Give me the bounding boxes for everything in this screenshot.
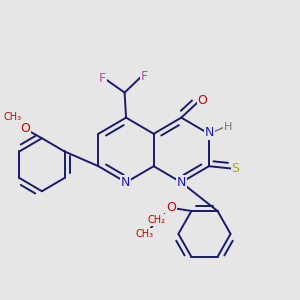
Text: O: O: [197, 94, 207, 107]
Text: CH₂: CH₂: [148, 215, 166, 225]
Text: CH₃: CH₃: [4, 112, 22, 122]
Text: S: S: [232, 162, 240, 175]
Text: O: O: [167, 201, 176, 214]
Text: O: O: [20, 122, 30, 135]
Text: N: N: [177, 176, 186, 189]
Text: N: N: [205, 126, 214, 140]
Text: H: H: [224, 122, 232, 132]
Text: F: F: [141, 70, 148, 83]
Text: F: F: [98, 72, 106, 85]
Text: CH₃: CH₃: [136, 229, 154, 239]
Text: N: N: [121, 176, 130, 190]
